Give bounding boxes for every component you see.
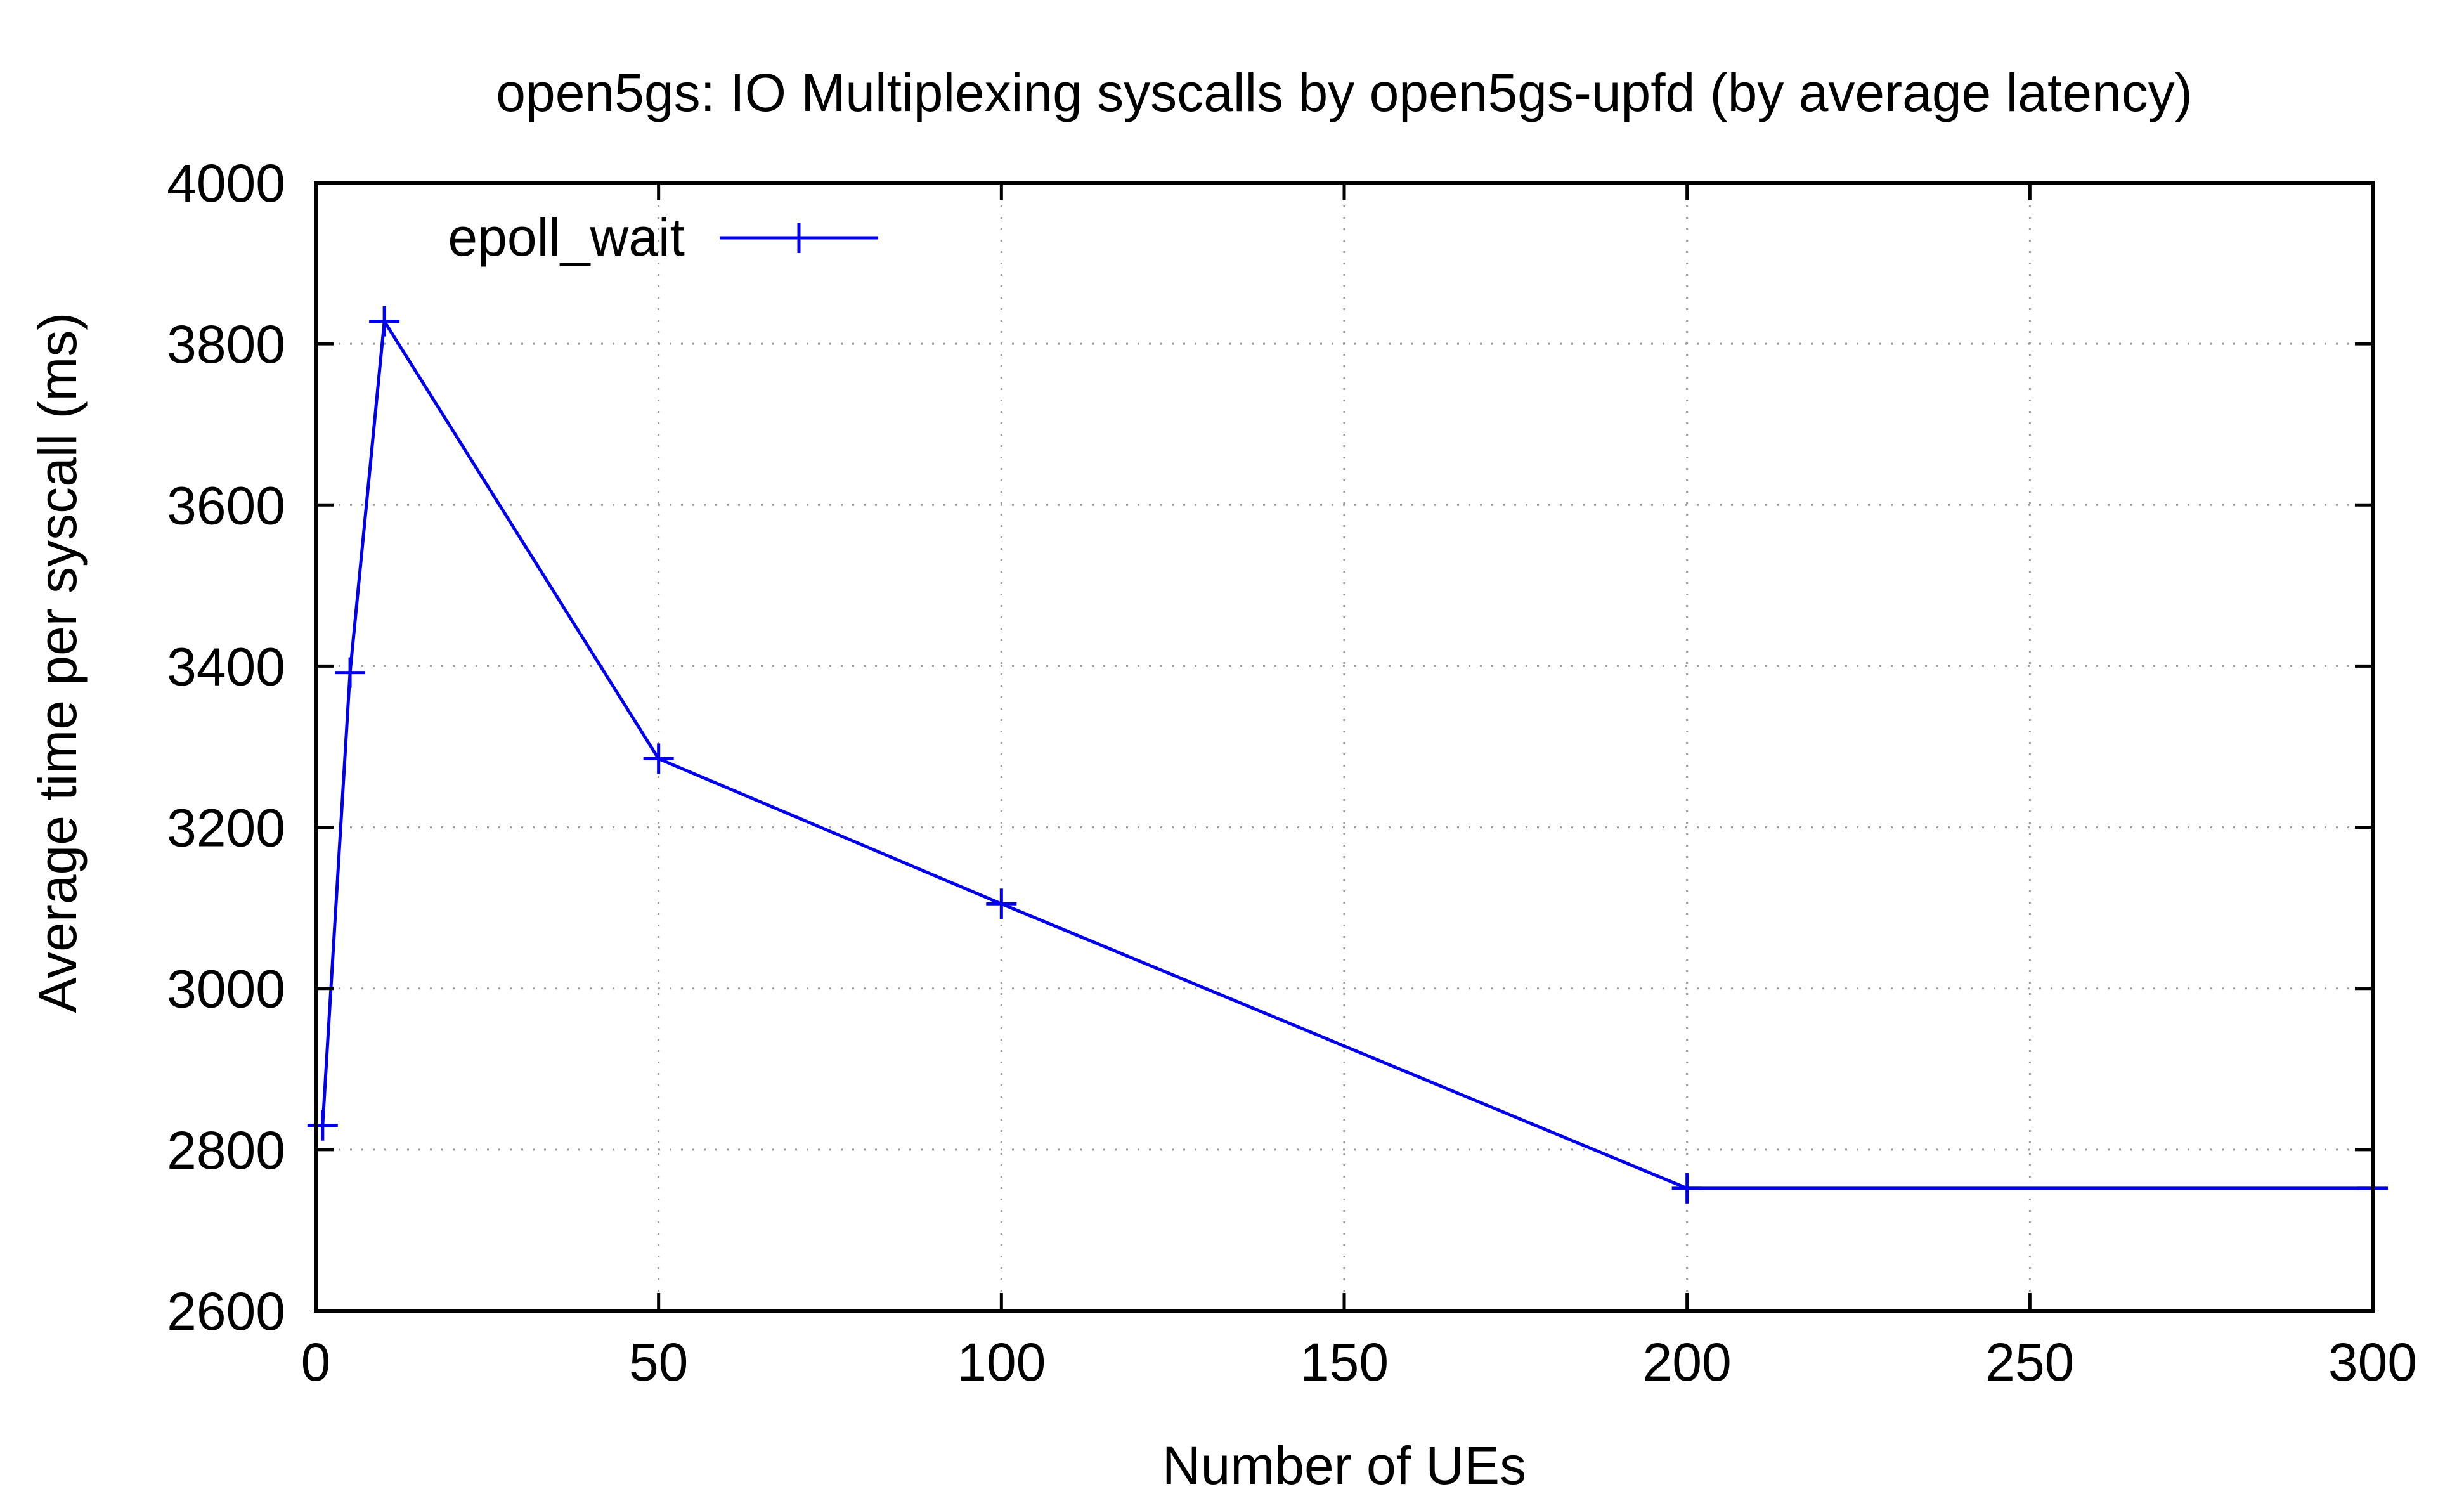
x-tick-label: 200	[1643, 1332, 1732, 1392]
x-tick-label: 100	[957, 1332, 1046, 1392]
data-point-marker	[1671, 1173, 1702, 1204]
y-tick-label: 2800	[167, 1121, 285, 1180]
x-tick-label: 0	[301, 1332, 331, 1392]
data-point-marker	[335, 657, 366, 688]
y-tick-label: 3400	[167, 637, 285, 696]
ticks	[314, 181, 2375, 1313]
legend: epoll_wait	[448, 207, 878, 267]
data-point-marker	[369, 306, 400, 337]
x-tick-label: 250	[1985, 1332, 2074, 1392]
y-tick-label: 3600	[167, 476, 285, 535]
grid	[316, 183, 2373, 1311]
data-point-marker	[307, 1110, 338, 1141]
x-tick-label: 50	[629, 1332, 688, 1392]
y-tick-label: 2600	[167, 1282, 285, 1341]
data-point-marker	[643, 743, 674, 774]
x-tick-label: 300	[2328, 1332, 2417, 1392]
y-tick-labels: 2600 2800 3000 3200 3400 3600 3800 4000	[167, 153, 285, 1341]
series-line	[321, 316, 2373, 1190]
series-epoll_wait	[307, 306, 2388, 1204]
y-tick-label: 3000	[167, 959, 285, 1019]
x-axis-label: Number of UEs	[1162, 1436, 1526, 1495]
legend-marker	[784, 223, 814, 253]
data-point-marker	[986, 888, 1017, 919]
y-tick-label: 3800	[167, 315, 285, 374]
y-tick-label: 3200	[167, 798, 285, 858]
y-axis-label: Average time per syscall (ms)	[28, 313, 88, 1013]
chart-title: open5gs: IO Multiplexing syscalls by ope…	[496, 63, 2192, 122]
legend-label: epoll_wait	[448, 207, 685, 267]
x-tick-labels: 0 50 100 150 200 250 300	[301, 1332, 2417, 1392]
y-tick-label: 4000	[167, 153, 285, 213]
x-tick-label: 150	[1300, 1332, 1389, 1392]
series-layer	[307, 306, 2388, 1204]
